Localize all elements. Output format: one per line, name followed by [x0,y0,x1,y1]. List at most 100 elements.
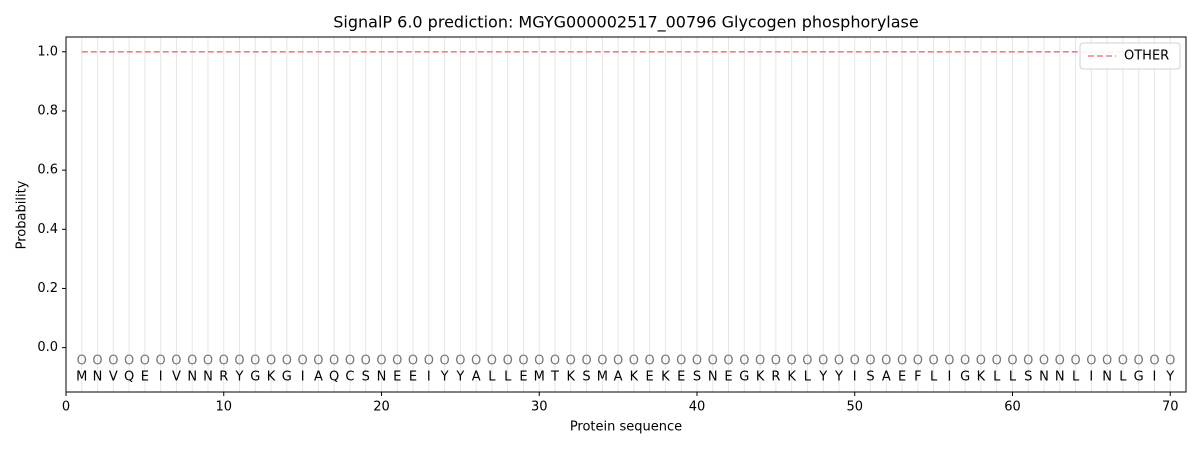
residue-state: O [108,354,118,369]
residue: L [504,370,512,385]
residue: K [787,370,796,385]
residue-state: O [124,354,134,369]
residue: N [1055,370,1065,385]
residue-state: O [219,354,229,369]
y-tick-label: 0.6 [37,163,58,178]
residue-state: O [187,354,197,369]
residue-state: O [692,354,702,369]
residue-state: O [408,354,418,369]
residue: S [362,370,370,385]
residue: I [1153,370,1157,385]
residue: N [187,370,197,385]
residue-state: O [455,354,465,369]
residue-state: O [1118,354,1128,369]
residue-state: O [629,354,639,369]
residue-state: O [708,354,718,369]
residue: Q [329,370,339,385]
residue-state: O [928,354,938,369]
residue: V [109,370,118,385]
y-axis-label: Probability [15,180,30,249]
y-tick-label: 0.4 [37,222,58,237]
residue: M [534,370,545,385]
x-tick-label: 0 [62,400,70,415]
residue: S [866,370,874,385]
residue-state: O [361,354,371,369]
residue-state: O [266,354,276,369]
residue-state: O [439,354,449,369]
residue: R [219,370,228,385]
plot-frame [65,36,1187,393]
residue: L [1072,370,1080,385]
residue-state: O [503,354,513,369]
residue-state: O [739,354,749,369]
residue: I [947,370,951,385]
residue-state: O [282,354,292,369]
residue: Y [440,370,449,385]
residue: Y [455,370,464,385]
residue: G [250,370,260,385]
residue-state: O [156,354,166,369]
residue: N [1102,370,1112,385]
residue-state: O [234,354,244,369]
residue: L [1119,370,1127,385]
x-tick-label: 10 [215,400,232,415]
residue: E [519,370,527,385]
residue-state: O [566,354,576,369]
residue: A [882,370,891,385]
residue: S [582,370,590,385]
residue: V [172,370,181,385]
y-tick-label: 0.0 [37,340,58,355]
residue: M [76,370,87,385]
residue: I [301,370,305,385]
residue: E [393,370,401,385]
legend-box [1079,42,1181,70]
x-tick-label: 70 [1162,400,1179,415]
residue: E [677,370,685,385]
residue: K [661,370,670,385]
residue: E [409,370,417,385]
residue-state: O [581,354,591,369]
residue: Y [1165,370,1174,385]
residue: Y [834,370,843,385]
y-tick-label: 1.0 [37,44,58,59]
x-tick-label: 40 [689,400,706,415]
residue: N [377,370,387,385]
residue-state: O [771,354,781,369]
residue-state: O [834,354,844,369]
residue-state: O [1086,354,1096,369]
residue-state: O [1149,354,1159,369]
residue: L [930,370,938,385]
residue: M [597,370,608,385]
residue: R [771,370,780,385]
residue: L [488,370,496,385]
residue: T [550,370,559,385]
residue: A [314,370,323,385]
residue: A [472,370,481,385]
residue-state: O [645,354,655,369]
residue-state: O [1102,354,1112,369]
residue-state: O [140,354,150,369]
residue: Y [235,370,244,385]
residue: N [93,370,103,385]
residue-state: O [960,354,970,369]
residue: E [724,370,732,385]
residue: S [693,370,701,385]
residue-state: O [424,354,434,369]
residue: K [977,370,986,385]
residue: I [853,370,857,385]
residue-state: O [77,354,87,369]
residue: L [1009,370,1017,385]
residue: E [898,370,906,385]
residue-state: O [518,354,528,369]
residue-state: O [1023,354,1033,369]
residue: Q [124,370,134,385]
y-tick-label: 0.8 [37,103,58,118]
residue-state: O [787,354,797,369]
y-tick-label: 0.2 [37,281,58,296]
residue-state: O [298,354,308,369]
residue-state: O [345,354,355,369]
residue-state: O [1165,354,1175,369]
residue-state: O [1070,354,1080,369]
residue-state: O [802,354,812,369]
